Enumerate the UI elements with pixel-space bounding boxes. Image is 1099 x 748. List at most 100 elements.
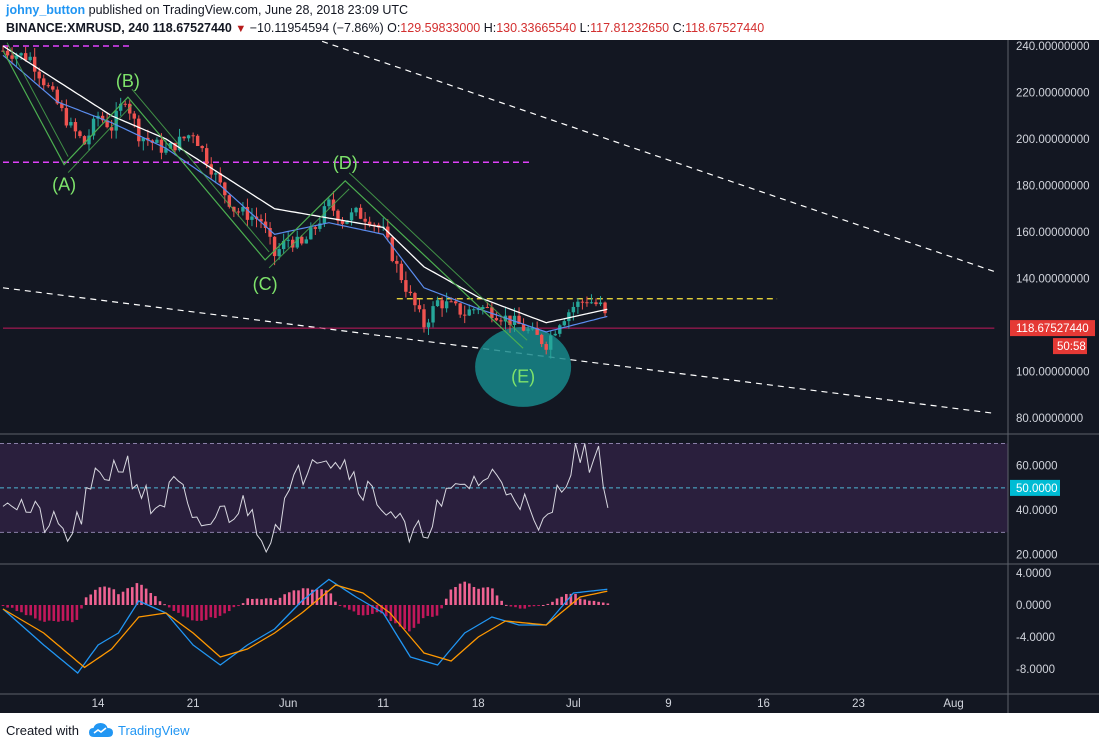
- price-tick-label: 160.00000000: [1016, 227, 1090, 239]
- macd-histogram-bar: [52, 605, 56, 621]
- macd-histogram-bar: [366, 605, 370, 615]
- candle-body: [286, 239, 290, 241]
- macd-histogram-bar: [84, 597, 88, 605]
- macd-histogram-bar: [454, 587, 457, 605]
- candle-body: [553, 333, 557, 336]
- macd-histogram-bar: [218, 605, 222, 616]
- price-axis[interactable]: 240.00000000 220.00000000 200.00000000 180.…: [1007, 40, 1095, 713]
- macd-histogram-bar: [371, 605, 374, 614]
- macd-histogram-bar: [426, 605, 430, 616]
- candle-body: [214, 173, 218, 175]
- candle-body: [250, 216, 254, 220]
- macd-histogram-bar: [34, 605, 37, 619]
- macd-histogram-bar: [588, 600, 591, 605]
- elliott-pattern-channel: [67, 104, 133, 173]
- candle-body: [494, 318, 499, 321]
- symbol-label[interactable]: BINANCE:XMRUSD, 240: [6, 21, 150, 35]
- candle-body: [5, 50, 10, 56]
- macd-histogram-bar: [214, 605, 217, 618]
- candle-body: [367, 221, 372, 225]
- wave-label[interactable]: (B): [116, 71, 140, 91]
- macd-histogram-bar: [237, 605, 240, 607]
- candle-body: [354, 207, 358, 213]
- candle-body: [291, 239, 295, 248]
- macd-histogram-bar: [186, 605, 189, 618]
- elliott-pattern-channel: [268, 188, 350, 269]
- candle-body: [195, 135, 200, 147]
- macd-histogram-bar: [408, 605, 411, 632]
- rsi-line: [2, 443, 609, 554]
- candle-body: [51, 86, 55, 90]
- macd-histogram-bar: [135, 583, 139, 605]
- candle-body: [304, 239, 308, 244]
- macd-histogram-bar: [518, 605, 522, 609]
- macd-histogram-bar: [564, 594, 568, 605]
- rsi-pane[interactable]: [0, 442, 1099, 565]
- rsi-tick-label: 20.0000: [1016, 550, 1058, 562]
- macd-histogram-bar: [61, 605, 65, 621]
- candle-body: [241, 206, 245, 212]
- macd-histogram-bar: [597, 601, 600, 605]
- candle-body: [562, 321, 567, 326]
- candle-body: [64, 108, 69, 126]
- candle-body: [571, 306, 576, 313]
- candle-body: [349, 212, 354, 221]
- price-pane[interactable]: (A) (B) (C) (D) (E): [0, 40, 1099, 435]
- candle-body: [191, 135, 195, 137]
- wave-label[interactable]: (E): [511, 366, 535, 386]
- wave-label[interactable]: (D): [333, 153, 358, 173]
- candle-body: [440, 300, 444, 309]
- macd-histogram-bar: [324, 590, 328, 605]
- chart-header: johny_button published on TradingView.co…: [0, 0, 1099, 40]
- elliott-pattern-channel: [348, 172, 528, 341]
- trading-chart[interactable]: (A) (B) (C) (D) (E) 240.00000000 220.00000000…: [0, 40, 1099, 713]
- macd-histogram-bar: [172, 605, 176, 612]
- macd-histogram-bar: [468, 583, 471, 605]
- candle-body: [42, 78, 46, 86]
- low-label: L:: [579, 21, 591, 35]
- tradingview-brand[interactable]: TradingView: [118, 723, 190, 738]
- macd-histogram-bar: [140, 584, 143, 605]
- macd-histogram-bar: [329, 593, 333, 605]
- wave-label[interactable]: (A): [52, 175, 76, 195]
- chart-footer: Created with TradingView: [0, 713, 1099, 748]
- candle-body: [78, 131, 82, 137]
- time-axis[interactable]: 14 21 Jun 11 18 Jul 9 16 23 Aug: [0, 693, 1099, 710]
- candle-body: [218, 173, 222, 183]
- macd-pane[interactable]: [1, 578, 610, 674]
- macd-histogram-bar: [107, 587, 111, 605]
- elliott-pattern-line[interactable]: [2, 50, 524, 349]
- tradingview-cloud-icon[interactable]: [88, 721, 114, 739]
- trendline[interactable]: [321, 40, 995, 273]
- time-tick-label: 21: [187, 698, 200, 710]
- high-label: H:: [483, 21, 497, 35]
- rsi-plot: [0, 442, 1008, 554]
- price-tick-label: 140.00000000: [1016, 274, 1090, 286]
- candle-body: [300, 236, 304, 244]
- macd-histogram-bar: [117, 594, 120, 605]
- candle-body: [463, 314, 467, 316]
- macd-histogram-bar: [477, 588, 480, 605]
- macd-histogram-bar: [241, 603, 245, 605]
- candle-body: [23, 53, 28, 61]
- candle-body: [28, 56, 32, 61]
- candle-body: [209, 164, 213, 175]
- wave-label[interactable]: (C): [253, 274, 278, 294]
- macd-histogram-bar: [1, 605, 5, 606]
- macd-histogram-bar: [495, 595, 499, 605]
- main-plot: (A) (B) (C) (D) (E): [1, 40, 995, 414]
- author-link[interactable]: johny_button: [6, 3, 86, 17]
- macd-histogram-bar: [38, 605, 42, 621]
- elliott-pattern-channel: [6, 42, 69, 157]
- macd-histogram-bar: [200, 605, 203, 621]
- macd-histogram-bar: [412, 605, 416, 628]
- candle-body: [395, 261, 399, 264]
- macd-histogram-bar: [311, 589, 314, 605]
- macd-tick-label: -4.0000: [1016, 632, 1055, 644]
- close-value: 118.67527440: [685, 21, 765, 35]
- candle-body: [413, 293, 417, 306]
- candle-body: [521, 324, 526, 331]
- time-tick-label: 11: [377, 698, 389, 710]
- close-label: C:: [672, 21, 686, 35]
- macd-histogram-bar: [191, 605, 194, 621]
